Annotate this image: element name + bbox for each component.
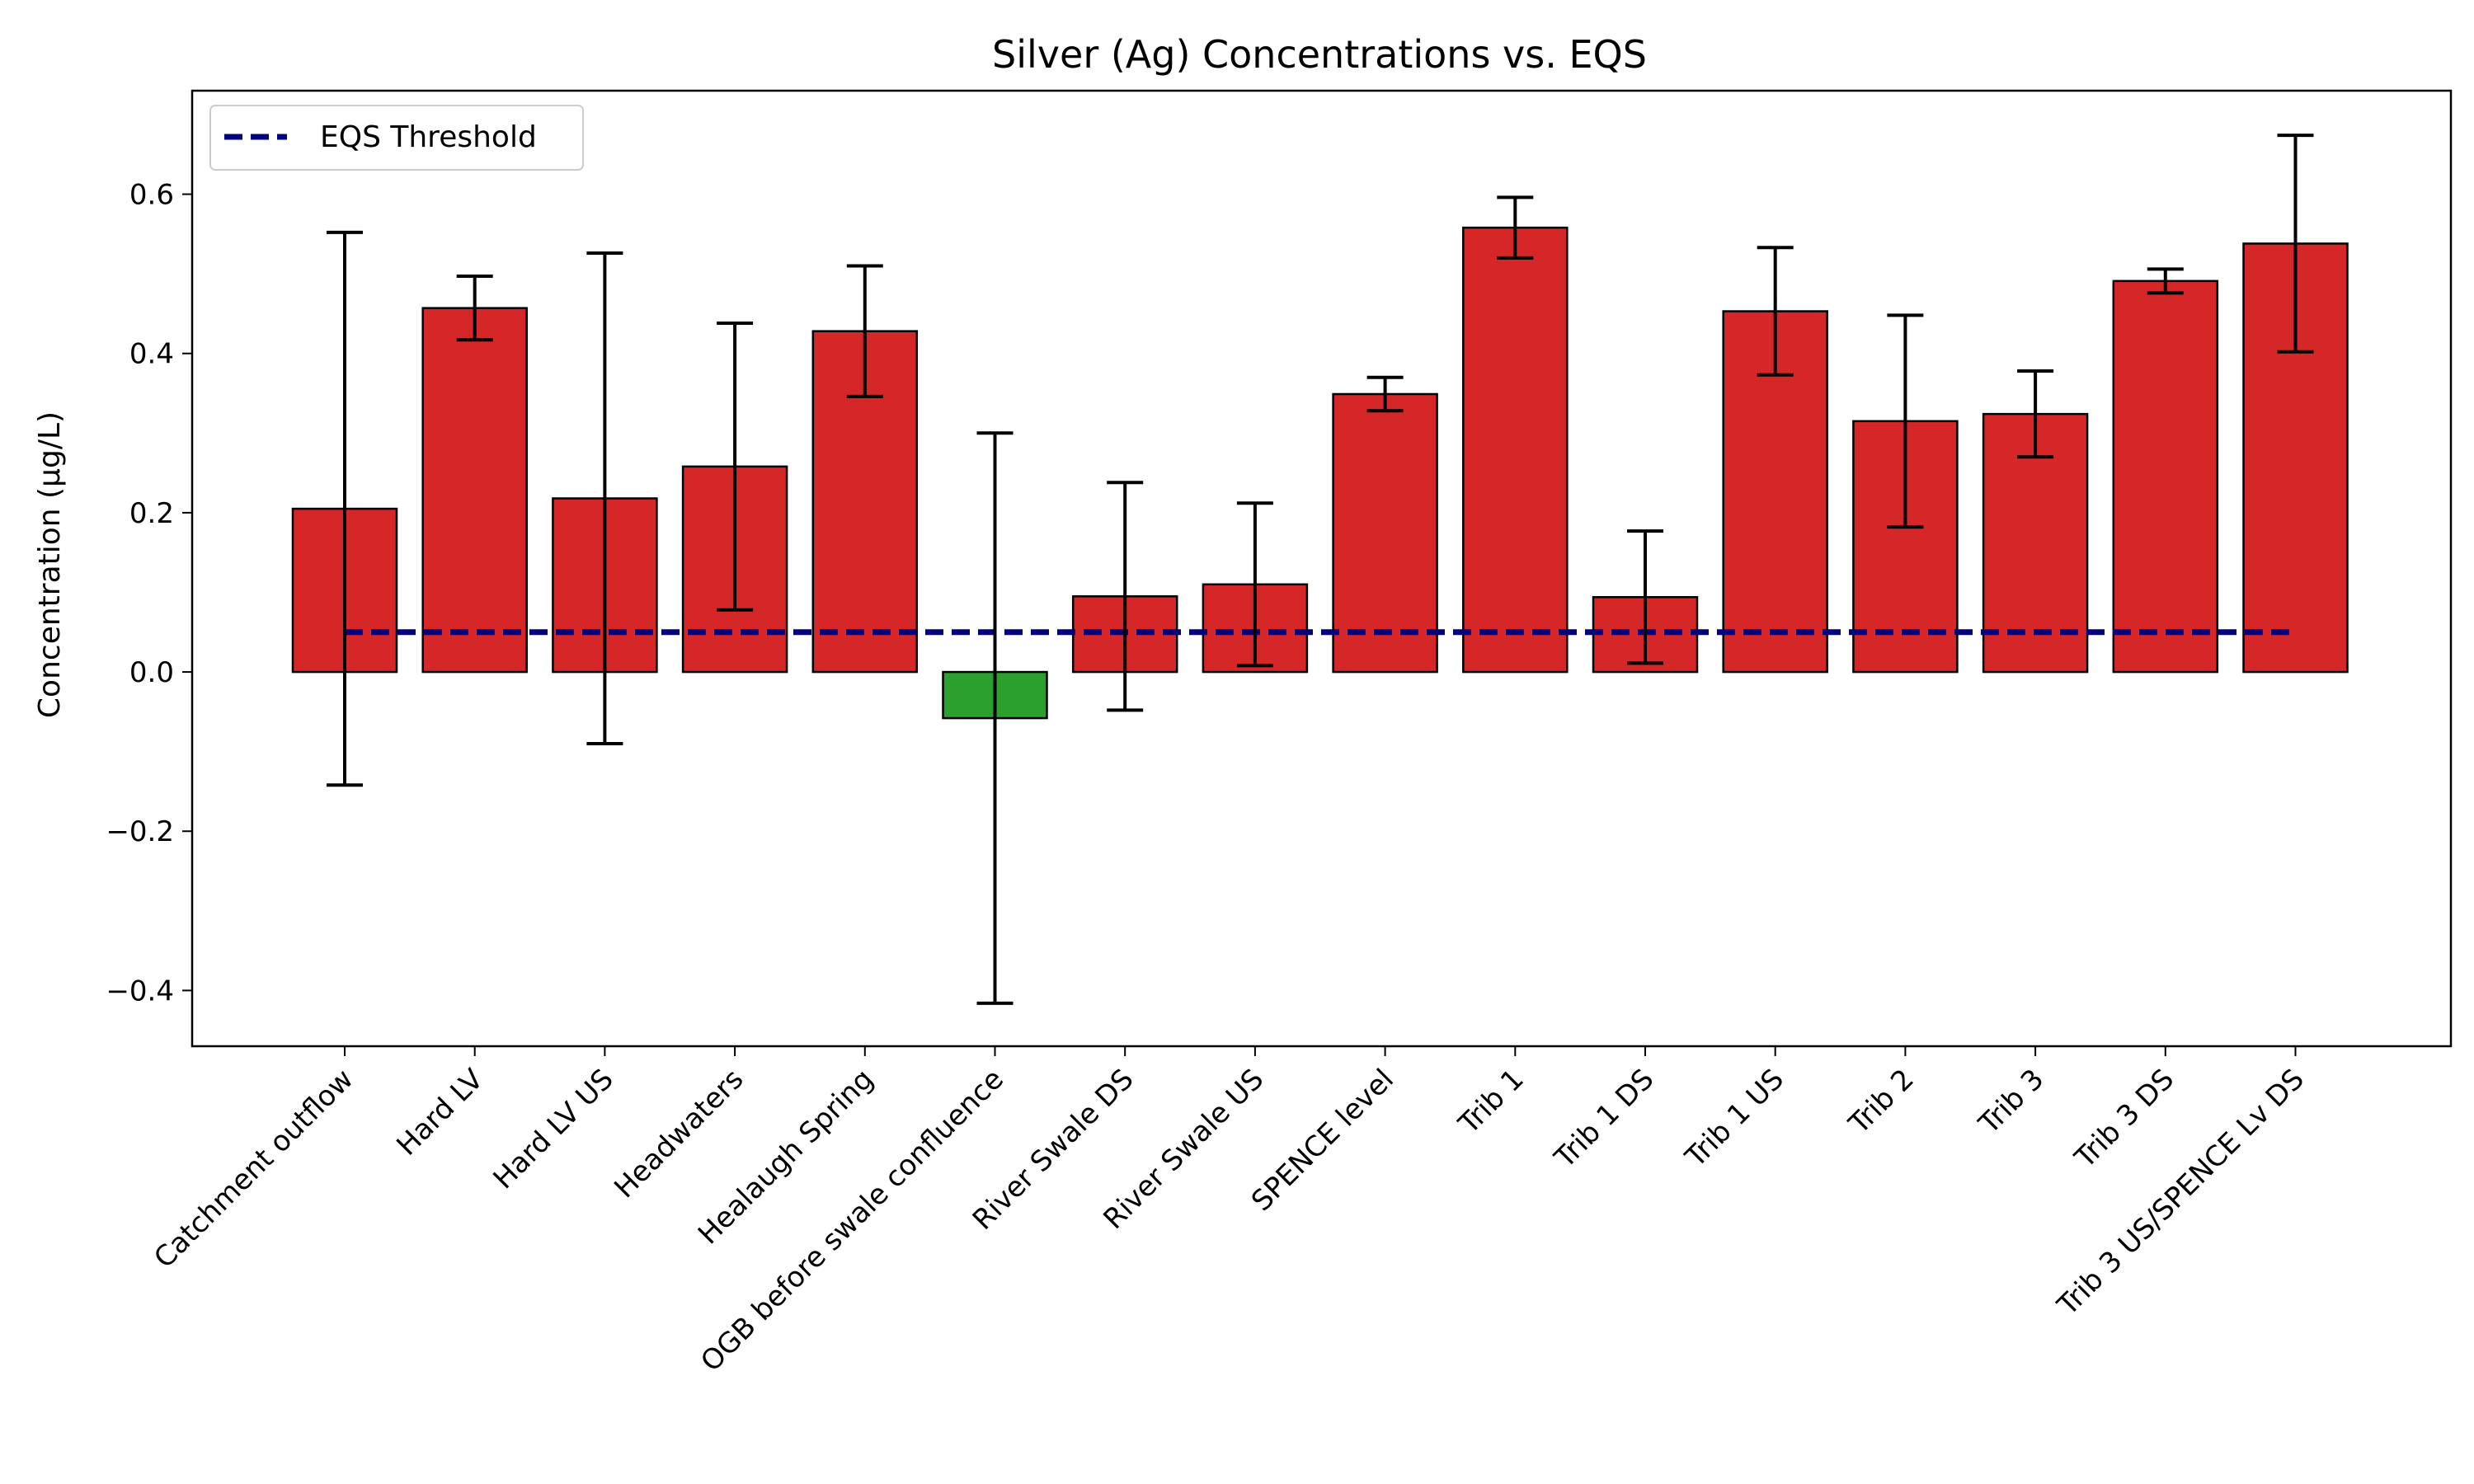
legend: EQS Threshold	[209, 105, 584, 171]
bar	[421, 307, 528, 674]
plot-area: −0.4 −0.2 0.0 0.2 0.4 0.6 Catchment outflow Har…	[106, 89, 2453, 1378]
bar	[1332, 392, 1438, 674]
bar	[1462, 226, 1569, 674]
y-tick-label: 0.4	[129, 338, 174, 371]
x-tick-label: Hard LV US	[487, 1063, 620, 1195]
legend-label: EQS Threshold	[320, 120, 537, 154]
x-tick-label: Trib 3 US/SPENCE Lv DS	[2051, 1063, 2311, 1322]
y-tick-label: −0.4	[106, 974, 174, 1007]
y-tick-label: −0.2	[106, 815, 174, 848]
y-tick-label: 0.2	[129, 497, 174, 530]
x-tick-label: Trib 3 DS	[2068, 1063, 2180, 1175]
y-tick-label: 0.0	[129, 656, 174, 689]
x-tick-label: Hard LV	[390, 1063, 490, 1162]
y-axis-label: Concentration (µg/L)	[33, 411, 67, 718]
x-tick-label: Trib 1 US	[1679, 1063, 1790, 1174]
x-tick-label: Trib 1 DS	[1548, 1063, 1660, 1175]
x-tick-label: Trib 3	[1973, 1063, 2051, 1141]
x-tick-label: Headwaters	[608, 1063, 750, 1205]
axes-frame	[190, 89, 2453, 1048]
y-tick-label: 0.6	[129, 179, 174, 212]
x-tick-label: Trib 2	[1842, 1063, 1921, 1141]
legend-frame	[209, 105, 584, 171]
bar	[2112, 279, 2219, 674]
chart-title: Silver (Ag) Concentrations vs. EQS	[992, 32, 1647, 77]
x-tick-label: Catchment outflow	[148, 1063, 360, 1275]
x-tick-label: Trib 1	[1452, 1063, 1531, 1141]
